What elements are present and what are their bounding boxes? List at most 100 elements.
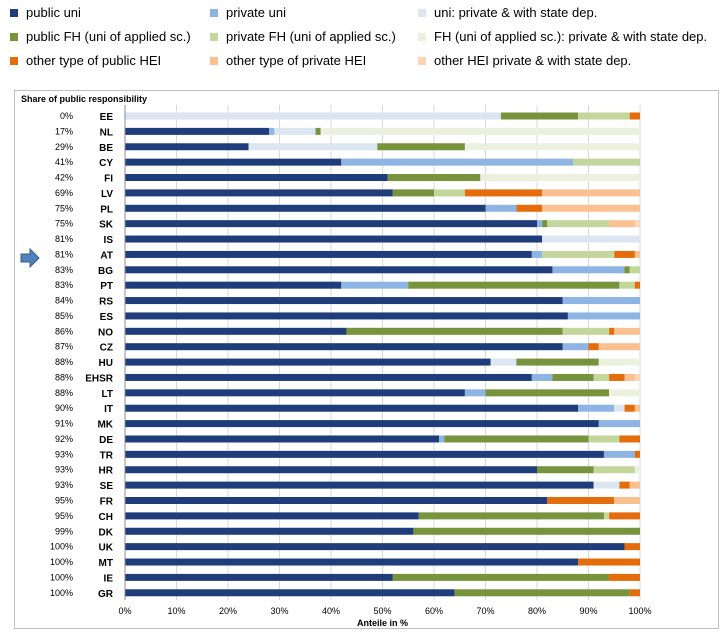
bar-segment xyxy=(125,497,548,504)
bar-segment xyxy=(603,450,635,458)
country-label: HR xyxy=(99,466,114,477)
x-tick-label: 90% xyxy=(579,606,597,616)
country-label: ES xyxy=(100,312,114,323)
bar-segment xyxy=(125,220,537,228)
bar-segment xyxy=(542,250,615,258)
legend-item: public uni xyxy=(10,5,81,20)
bar-segment xyxy=(320,127,640,135)
share-public-label: 93% xyxy=(55,449,73,459)
legend-label: public FH (uni of applied sc.) xyxy=(26,29,191,44)
bar-segment xyxy=(578,404,615,412)
bar-segment xyxy=(542,204,640,212)
bar-segment xyxy=(614,404,625,412)
bar-segment xyxy=(567,312,640,320)
bar-segment xyxy=(387,174,481,182)
share-public-label: 95% xyxy=(55,496,73,506)
bar-segment xyxy=(125,327,347,335)
bar-segment xyxy=(341,158,574,166)
bar-segment xyxy=(598,358,640,366)
share-public-label: 91% xyxy=(55,419,73,429)
bar-segment xyxy=(547,220,610,228)
bar-segment xyxy=(598,420,640,428)
bar-segment xyxy=(125,481,594,489)
legend-swatch xyxy=(418,8,426,17)
bar-segment xyxy=(562,343,589,351)
legend-swatch xyxy=(210,8,218,17)
bar-segment xyxy=(125,250,532,258)
bar-segment xyxy=(125,189,393,197)
bar-segment xyxy=(634,373,640,381)
bar-segment xyxy=(614,250,635,258)
bar-segment xyxy=(542,220,548,228)
share-public-label: 90% xyxy=(55,403,73,413)
bar-segment xyxy=(609,373,625,381)
bar-segment xyxy=(609,327,615,335)
bar-segment xyxy=(125,450,604,458)
share-public-label: 85% xyxy=(55,311,73,321)
stacked-bar-chart: Share of public responsibility 0% 10% 20% 30… xyxy=(21,94,652,628)
bar-segment xyxy=(634,450,640,458)
country-label: EE xyxy=(100,112,114,123)
bar-segment xyxy=(269,127,275,135)
bar-segment xyxy=(624,266,630,274)
share-public-label: 88% xyxy=(55,372,73,382)
country-label: NO xyxy=(98,327,113,338)
share-public-label: 17% xyxy=(55,126,73,136)
bar-segment xyxy=(634,220,640,228)
share-public-label: 93% xyxy=(55,480,73,490)
bar-segment xyxy=(516,204,543,212)
bar-segment xyxy=(500,112,579,120)
bar-segment xyxy=(125,358,491,366)
country-label: IT xyxy=(104,404,113,415)
legend-label: private uni xyxy=(226,5,286,20)
bar-segment xyxy=(634,250,640,258)
legend-swatch xyxy=(10,32,18,41)
bar-segment xyxy=(434,189,465,197)
x-tick-label: 30% xyxy=(270,606,288,616)
country-label: BG xyxy=(98,266,113,277)
share-public-label: 84% xyxy=(55,296,73,306)
country-label: IE xyxy=(104,573,114,584)
bar-segment xyxy=(125,235,543,243)
bar-segment xyxy=(629,481,640,489)
bar-segment xyxy=(634,281,640,289)
bar-segment xyxy=(125,281,342,289)
x-tick-label: 0% xyxy=(118,606,131,616)
legend-label: other type of public HEI xyxy=(26,53,162,68)
share-public-label: 81% xyxy=(55,234,73,244)
share-public-label: 87% xyxy=(55,342,73,352)
country-label: SE xyxy=(100,481,114,492)
bar-segment xyxy=(248,143,378,151)
country-label: PL xyxy=(100,204,113,215)
bar-segment xyxy=(341,281,409,289)
chart-area: Share of public responsibility 0% 10% 20% 30… xyxy=(14,90,719,629)
share-public-label: 86% xyxy=(55,326,73,336)
legend-item: private FH (uni of applied sc.) xyxy=(210,29,396,44)
legend-item: public FH (uni of applied sc.) xyxy=(10,29,191,44)
share-public-label: 88% xyxy=(55,388,73,398)
legend-swatch xyxy=(10,56,18,65)
country-label: AT xyxy=(100,250,113,261)
bar-segment xyxy=(125,420,599,428)
bar-segment xyxy=(392,189,434,197)
bar-segment xyxy=(531,250,543,258)
legend-item: other type of public HEI xyxy=(10,53,161,68)
bar-segment xyxy=(377,143,465,151)
bar-segment xyxy=(609,389,640,397)
x-tick-label: 100% xyxy=(628,606,651,616)
country-label: MT xyxy=(99,558,113,569)
bar-segment xyxy=(125,266,553,274)
x-tick-label: 20% xyxy=(219,606,237,616)
country-label: EHSR xyxy=(85,373,114,384)
legend-swatch xyxy=(418,56,426,65)
legend-label: public uni xyxy=(26,5,81,20)
share-public-label: 95% xyxy=(55,511,73,521)
bar-segment xyxy=(125,389,465,397)
legend-item: FH (uni of applied sc.): private & with … xyxy=(418,29,707,44)
bar-segment xyxy=(125,297,563,305)
bar-segment xyxy=(485,204,517,212)
bar-segment xyxy=(619,481,630,489)
bar-segment xyxy=(125,466,537,474)
share-public-label: 100% xyxy=(50,557,73,567)
bar-segment xyxy=(537,466,594,474)
